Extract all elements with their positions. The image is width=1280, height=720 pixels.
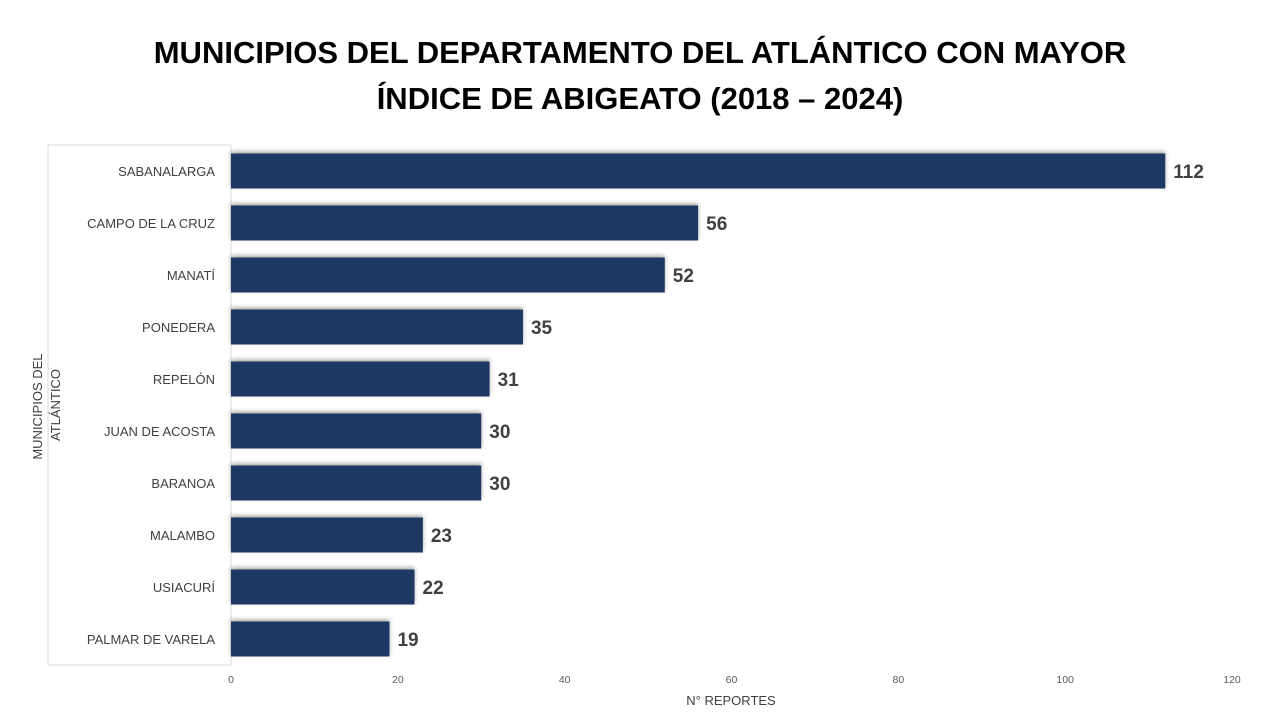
data-label-5: 30 bbox=[489, 422, 510, 443]
bar-2 bbox=[231, 257, 665, 293]
y-axis-label: MUNICIPIOS DEL ATLÁNTICO bbox=[30, 350, 63, 459]
category-label-5: JUAN DE ACOSTA bbox=[104, 424, 215, 439]
category-label-3: PONEDERA bbox=[142, 320, 215, 335]
data-label-2: 52 bbox=[673, 266, 694, 287]
data-label-8: 22 bbox=[423, 578, 444, 599]
data-label-9: 19 bbox=[397, 630, 418, 651]
data-label-6: 30 bbox=[489, 474, 510, 495]
x-tick-label-4: 80 bbox=[892, 674, 904, 686]
bar-5 bbox=[231, 413, 482, 449]
data-label-7: 23 bbox=[431, 526, 452, 547]
x-tick-label-1: 20 bbox=[392, 674, 404, 686]
chart-title-line1: MUNICIPIOS DEL DEPARTAMENTO DEL ATLÁNTIC… bbox=[153, 35, 1127, 70]
chart-title-line2: ÍNDICE DE ABIGEATO (2018 – 2024) bbox=[376, 81, 904, 116]
x-tick-label-2: 40 bbox=[559, 674, 571, 686]
bar-3 bbox=[231, 309, 523, 345]
bar-7 bbox=[231, 517, 423, 553]
bar-6 bbox=[231, 465, 482, 501]
x-axis-label: N° REPORTES bbox=[686, 693, 776, 708]
y-axis-label-line1: MUNICIPIOS DEL bbox=[30, 354, 45, 460]
x-tick-label-3: 60 bbox=[726, 674, 738, 686]
bar-4 bbox=[231, 361, 490, 397]
category-label-8: USIACURÍ bbox=[153, 580, 216, 595]
data-label-3: 35 bbox=[531, 318, 553, 339]
bar-0 bbox=[231, 153, 1166, 189]
x-tick-label-5: 100 bbox=[1056, 674, 1074, 686]
category-label-0: SABANALARGA bbox=[118, 164, 215, 179]
category-label-7: MALAMBO bbox=[150, 528, 215, 543]
category-label-2: MANATÍ bbox=[167, 268, 216, 283]
data-label-1: 56 bbox=[706, 214, 727, 235]
bar-1 bbox=[231, 205, 699, 241]
category-label-4: REPELÓN bbox=[153, 372, 215, 387]
data-label-4: 31 bbox=[498, 370, 520, 391]
bar-9 bbox=[231, 621, 390, 657]
x-tick-label-6: 120 bbox=[1223, 674, 1241, 686]
y-axis-label-line2: ATLÁNTICO bbox=[48, 369, 63, 441]
category-label-6: BARANOA bbox=[151, 476, 215, 491]
x-tick-label-0: 0 bbox=[228, 674, 234, 686]
bar-8 bbox=[231, 569, 415, 605]
data-label-0: 112 bbox=[1173, 162, 1204, 183]
chart-title: MUNICIPIOS DEL DEPARTAMENTO DEL ATLÁNTIC… bbox=[0, 30, 1280, 122]
category-label-9: PALMAR DE VARELA bbox=[87, 632, 215, 647]
category-label-1: CAMPO DE LA CRUZ bbox=[87, 216, 215, 231]
